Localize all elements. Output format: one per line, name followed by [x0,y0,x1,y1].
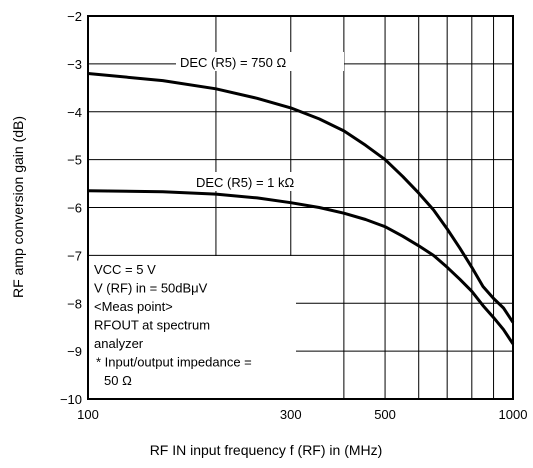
plot-frame [87,15,514,400]
y-tick-label: −7 [67,248,82,263]
series-line-1 [87,72,515,324]
y-tick-label: −5 [67,153,82,168]
y-tick-label: −6 [67,201,82,216]
annotation-line: * Input/output impedance = [96,355,252,370]
x-axis-label: RF IN input frequency f (RF) in (MHz) [150,442,383,458]
y-tick-label: −4 [67,105,82,120]
x-tick-labels: 100 300 500 1000 [77,407,527,422]
y-tick-labels: −2 −3 −4 −5 −6 −7 −8 −9 −10 [60,9,82,407]
annotation-line: 50 Ω [104,373,132,388]
y-axis-label: RF amp conversion gain (dB) [10,116,26,298]
annotation-line: RFOUT at spectrum [94,318,210,333]
curve-label-750: DEC (R5) = 750 Ω [176,52,344,71]
y-tick-label: −8 [67,296,82,311]
annotation-line: VCC = 5 V [94,262,156,277]
data-curves [87,72,515,345]
series-line-2 [87,189,515,345]
annotation-line: analyzer [94,336,144,351]
curve-label-1k-text: DEC (R5) = 1 kΩ [196,175,294,190]
measurement-conditions: VCC = 5 V V (RF) in = 50dBμV <Meas point> R… [94,262,252,388]
curve-label-750-text: DEC (R5) = 750 Ω [180,55,286,70]
annotation-line: <Meas point> [94,299,173,314]
x-tick-label: 1000 [499,407,528,422]
x-tick-label: 300 [280,407,302,422]
y-tick-label: −3 [67,57,82,72]
y-tick-label: −9 [67,344,82,359]
y-tick-label: −2 [67,9,82,24]
annotation-box [88,256,296,399]
y-tick-label: −10 [60,392,82,407]
x-tick-label: 500 [374,407,396,422]
curve-label-1k: DEC (R5) = 1 kΩ [192,172,324,191]
annotation-line: V (RF) in = 50dBμV [94,281,208,296]
x-tick-label: 100 [77,407,99,422]
